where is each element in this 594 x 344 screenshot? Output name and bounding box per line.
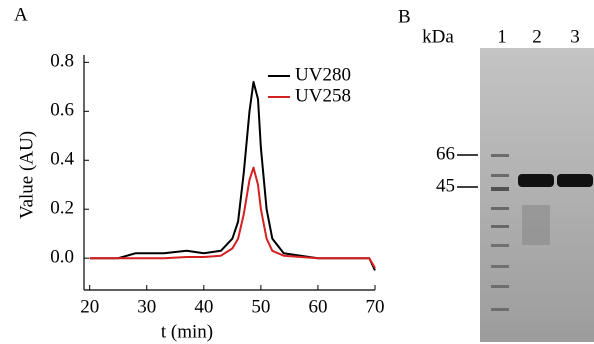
figure: A B t (min) Value (AU) kDa 1 2 3 66 45 0… — [0, 0, 594, 344]
lane-label: 3 — [570, 26, 580, 47]
x-tick-label: 40 — [194, 296, 213, 317]
marker-label: 66 — [436, 143, 455, 164]
series-line — [90, 168, 375, 268]
legend-label: UV258 — [295, 85, 351, 106]
x-tick-label: 20 — [80, 296, 99, 317]
y-tick-label: 0.4 — [50, 149, 74, 170]
y-tick-label: 0.6 — [50, 100, 74, 121]
lane-label: 1 — [497, 26, 507, 47]
gel-image — [480, 48, 594, 342]
marker-label: 45 — [436, 175, 455, 196]
panel-label: A — [14, 4, 28, 25]
x-tick-label: 60 — [308, 296, 327, 317]
x-tick-label: 30 — [137, 296, 156, 317]
x-axis-label: t (min) — [161, 321, 213, 342]
legend-label: UV280 — [295, 64, 351, 85]
series-line — [90, 82, 375, 271]
y-tick-label: 0.8 — [50, 51, 74, 72]
y-tick-label: 0.2 — [50, 198, 74, 219]
gel-unit: kDa — [422, 26, 454, 47]
y-axis-label: Value (AU) — [16, 131, 37, 219]
x-tick-label: 70 — [366, 296, 385, 317]
panel-label: B — [398, 6, 411, 27]
x-tick-label: 50 — [251, 296, 270, 317]
y-tick-label: 0.0 — [50, 247, 74, 268]
lane-label: 2 — [532, 26, 542, 47]
